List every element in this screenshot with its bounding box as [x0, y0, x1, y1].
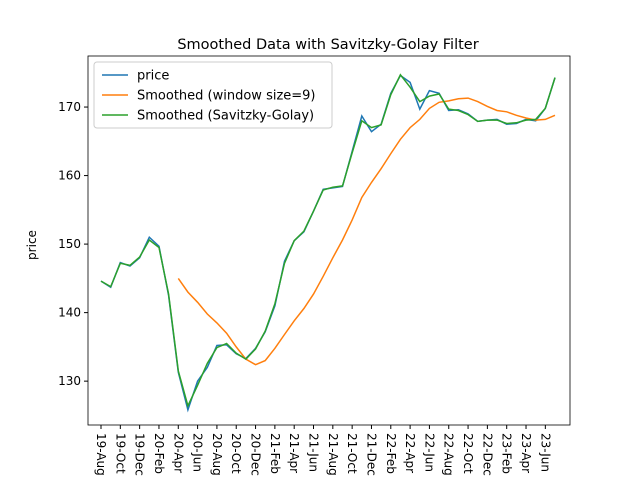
x-tick-label: 21-Aug — [326, 433, 340, 476]
x-tick-label: 21-Jun — [307, 433, 321, 472]
x-tick-label: 22-Aug — [442, 433, 456, 476]
x-tick-label: 19-Oct — [113, 433, 127, 474]
legend-label: Smoothed (Savitzky-Golay) — [137, 109, 314, 124]
legend-label: price — [137, 69, 169, 84]
x-tick-label: 19-Dec — [133, 433, 147, 476]
x-tick-label: 21-Feb — [268, 433, 282, 474]
x-tick-label: 20-Aug — [210, 433, 224, 476]
y-tick-label: 130 — [58, 374, 81, 388]
x-tick-label: 23-Feb — [500, 433, 514, 474]
series-line — [100, 73, 556, 408]
x-tick-label: 22-Oct — [461, 433, 475, 474]
y-tick-label: 170 — [58, 100, 81, 114]
chart-title: Smoothed Data with Savitzky-Golay Filter — [177, 37, 478, 53]
x-tick-label: 20-Apr — [171, 433, 185, 473]
legend-box — [93, 61, 333, 129]
x-tick-label: 22-Dec — [480, 433, 494, 476]
legend-label: Smoothed (window size=9) — [137, 89, 316, 104]
x-tick-label: 19-Aug — [94, 433, 108, 476]
x-tick-label: 20-Feb — [152, 433, 166, 474]
x-tick-label: 23-Apr — [519, 433, 533, 473]
series-line — [177, 97, 556, 366]
x-tick-label: 23-Jun — [538, 433, 552, 472]
x-tick-label: 20-Dec — [249, 433, 263, 476]
x-tick-label: 22-Apr — [403, 433, 417, 473]
x-tick-label: 22-Feb — [384, 433, 398, 474]
x-tick-label: 20-Oct — [229, 433, 243, 474]
legend: price Smoothed (window size=9) Smoothed (S… — [93, 61, 333, 129]
x-tick-label: 21-Dec — [364, 433, 378, 476]
x-tick-label: 20-Jun — [191, 433, 205, 472]
plot-frame — [87, 55, 571, 426]
x-tick-label: 21-Oct — [345, 433, 359, 474]
x-tick-label: 21-Apr — [287, 433, 301, 473]
y-tick-label: 140 — [58, 306, 81, 320]
y-tick-label: 160 — [58, 169, 81, 183]
y-axis-label: price — [25, 230, 39, 260]
y-tick-label: 150 — [58, 237, 81, 251]
x-tick-label: 22-Jun — [422, 433, 436, 472]
